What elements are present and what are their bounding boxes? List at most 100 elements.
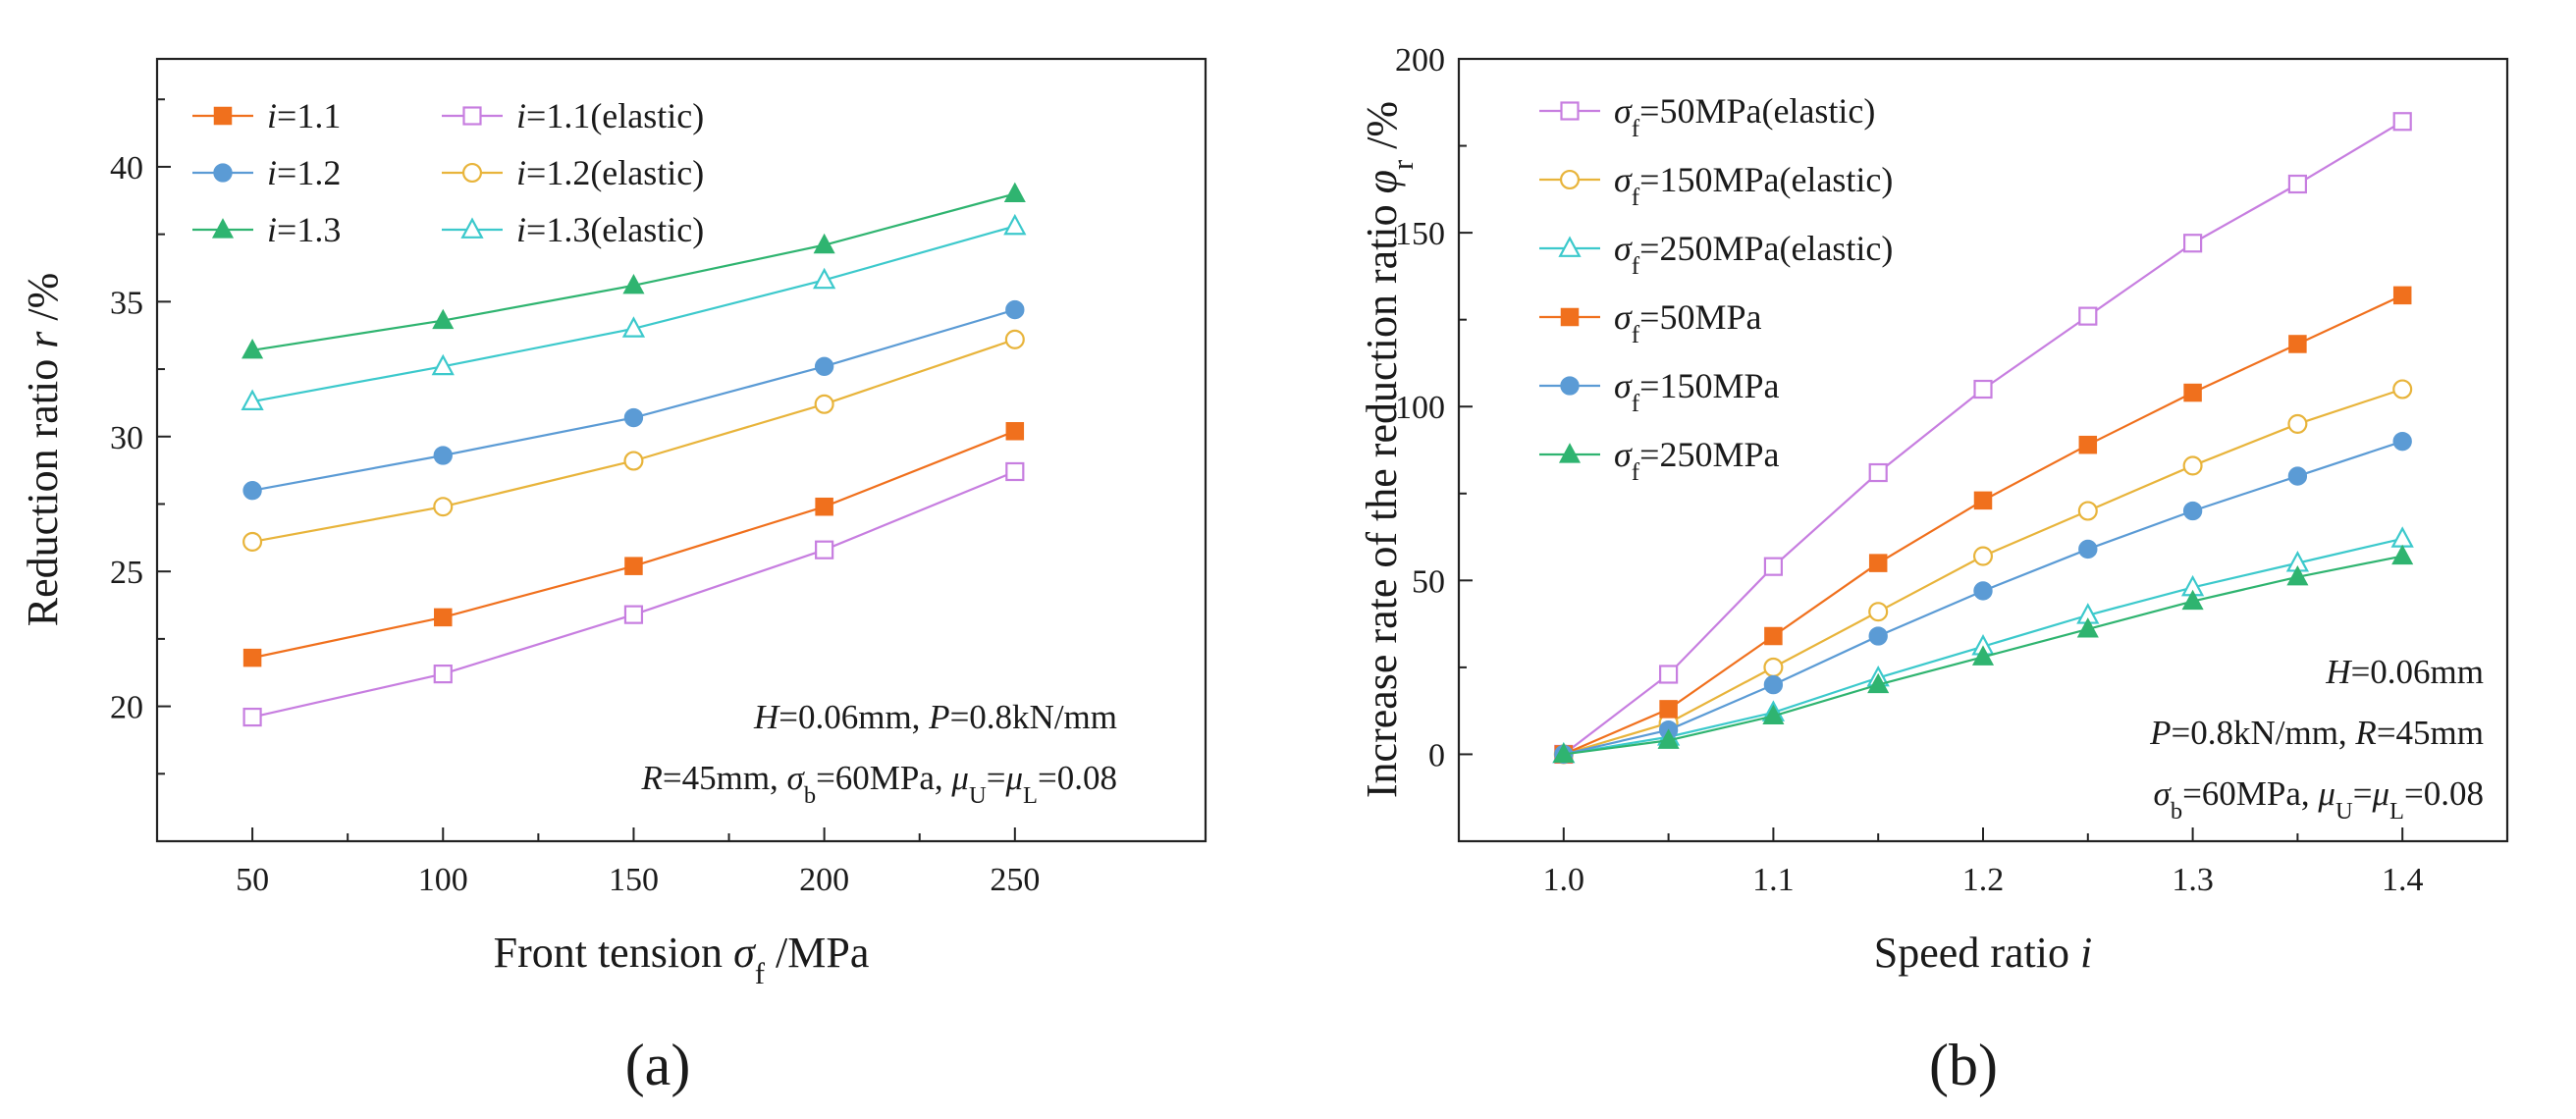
b-legend-label: σf=50MPa(elastic) <box>1614 91 1875 142</box>
b-data-point <box>1763 557 1784 576</box>
a-x-tick-label: 250 <box>990 862 1040 898</box>
b-data-point <box>1552 742 1575 764</box>
b-legend-label: σf=250MPa(elastic) <box>1614 229 1893 280</box>
panel-a-plot-frame <box>155 57 1208 843</box>
a-data-point <box>242 648 262 667</box>
panel-a-series <box>241 182 1027 727</box>
a-data-point <box>1005 422 1025 441</box>
a-legend-label: i=1.1 <box>267 96 341 135</box>
b-data-point <box>1868 602 1889 622</box>
a-data-point <box>813 233 835 254</box>
b-legend-item: σf=150MPa(elastic) <box>1539 160 1893 211</box>
b-series-3 <box>1554 286 2412 764</box>
a-data-point <box>1005 461 1025 482</box>
b-legend-item: σf=50MPa <box>1539 297 1761 348</box>
b-annotation: σb=60MPa, μU=μL=0.08 <box>2154 774 2484 825</box>
panel-b-chart: 1.0 1.1 1.2 1.3 1.4 0 50 100 150 200 σf=50MPa(ela… <box>1358 42 2509 1097</box>
b-data-point <box>1973 379 1993 400</box>
a-legend-marker <box>460 217 484 239</box>
b-data-point <box>1972 546 1994 566</box>
a-data-point <box>433 446 453 465</box>
b-data-point <box>2287 174 2307 194</box>
b-legend-label: σf=50MPa <box>1614 297 1761 348</box>
a-legend-label: i=1.3 <box>267 210 341 249</box>
a-data-point <box>1004 329 1025 349</box>
b-data-point <box>2077 501 2098 521</box>
b-data-point <box>1867 672 1890 694</box>
b-y-tick-label: 150 <box>1395 216 1445 252</box>
b-legend-marker <box>1558 236 1582 257</box>
b-data-point <box>2391 544 2414 565</box>
b-legend-label: σf=250MPa <box>1614 435 1779 486</box>
a-legend-marker <box>213 106 233 126</box>
b-legend-marker <box>1558 443 1582 463</box>
a-x-tick-label: 100 <box>418 862 468 898</box>
b-series-5 <box>1552 544 2414 764</box>
a-data-point <box>242 338 264 359</box>
a-y-tick-label: 25 <box>110 555 143 591</box>
b-y-tick-label: 100 <box>1395 390 1445 426</box>
a-series-line <box>251 225 1016 403</box>
b-x-tick-label: 1.4 <box>2382 862 2424 898</box>
a-data-point <box>433 665 453 684</box>
b-x-tick-label: 1.3 <box>2172 862 2214 898</box>
b-legend-marker <box>1559 169 1581 190</box>
a-series-3 <box>242 329 1025 552</box>
b-legend-marker <box>1560 101 1580 121</box>
a-x-tick-label: 200 <box>799 862 849 898</box>
a-data-point <box>242 481 262 501</box>
panel-b-y-axis-title: Increase rate of the reduction ratio φr … <box>1358 101 1420 798</box>
a-data-point <box>814 394 834 414</box>
b-data-point <box>1971 645 1995 666</box>
b-data-point <box>2182 455 2203 476</box>
a-x-tick-label: 150 <box>609 862 659 898</box>
panel-a-annotations: H=0.06mm, P=0.8kN/mm R=45mm, σb=60MPa, μU… <box>640 698 1117 809</box>
b-data-point <box>2288 335 2307 353</box>
a-data-point <box>432 308 455 330</box>
a-data-point <box>434 608 453 627</box>
panel-a-label: (a) <box>625 1033 691 1097</box>
b-legend-item: σf=50MPa(elastic) <box>1539 91 1875 142</box>
a-legend-item: i=1.1 <box>192 96 341 135</box>
a-data-point <box>241 389 264 410</box>
panel-b-legend: σf=50MPa(elastic) σf=150MPa(elastic) σf=25… <box>1539 91 1893 486</box>
a-legend-item: i=1.1(elastic) <box>442 96 704 135</box>
a-legend-label: i=1.1(elastic) <box>516 96 704 135</box>
b-legend-label: σf=150MPa(elastic) <box>1614 160 1893 211</box>
panel-b-annotations: H=0.06mm P=0.8kN/mm, R=45mm σb=60MPa, μU=μ… <box>2149 653 2484 825</box>
a-data-point <box>242 707 262 727</box>
b-legend-label: σf=150MPa <box>1614 366 1779 417</box>
a-series-1 <box>242 461 1025 727</box>
b-series-line <box>1563 293 2403 756</box>
a-data-point <box>431 353 455 376</box>
a-data-point <box>813 267 836 290</box>
a-series-4 <box>242 182 1026 359</box>
b-x-tick-label: 1.0 <box>1543 862 1585 898</box>
panel-a-legend: i=1.1 i=1.1(elastic) i=1.2 i=1.2(elastic) i=… <box>192 96 704 249</box>
a-data-point <box>242 531 263 552</box>
b-data-point <box>2392 431 2412 452</box>
b-data-point <box>2287 413 2308 434</box>
panel-b-label: (b) <box>1929 1033 1998 1097</box>
b-data-point <box>2076 617 2099 638</box>
b-data-point <box>2287 466 2308 486</box>
panel-a-chart: 50 100 150 200 250 20 25 30 35 40 i=1.1 i=1.1(elas… <box>19 57 1208 1097</box>
a-data-point <box>815 540 834 560</box>
a-data-point <box>814 356 834 376</box>
b-data-point <box>2392 286 2412 305</box>
b-x-tick-label: 1.2 <box>1962 862 2005 898</box>
b-data-point <box>2392 112 2412 132</box>
b-annotation: H=0.06mm <box>2325 653 2484 691</box>
a-y-tick-label: 35 <box>110 285 143 321</box>
a-series-5 <box>241 213 1027 410</box>
b-data-point <box>1868 462 1888 483</box>
b-data-point <box>2182 501 2203 521</box>
b-y-tick-label: 50 <box>1412 563 1445 600</box>
b-y-tick-label: 200 <box>1395 42 1445 79</box>
a-x-tick-label: 50 <box>236 862 269 898</box>
a-legend-marker <box>462 106 482 126</box>
a-y-tick-label: 40 <box>110 150 143 186</box>
b-data-point <box>1973 491 1993 510</box>
a-series-0 <box>242 422 1025 667</box>
